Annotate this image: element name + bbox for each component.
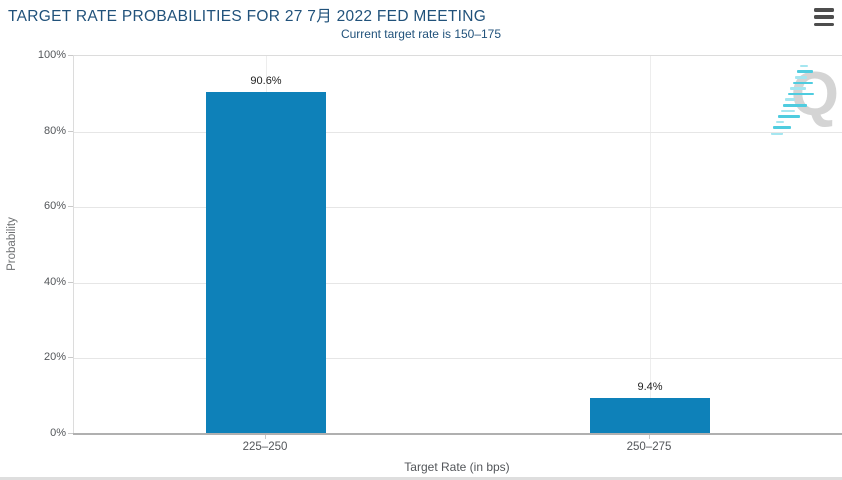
y-tick-mark	[68, 55, 73, 56]
x-axis-title: Target Rate (in bps)	[404, 460, 510, 474]
watermark-dash	[780, 109, 795, 113]
y-tick-label: 0%	[50, 427, 66, 439]
chart-subtitle: Current target rate is 150–175	[340, 27, 502, 41]
hamburger-menu-icon[interactable]	[814, 7, 836, 27]
watermark-dash	[792, 81, 813, 85]
y-gridline	[74, 207, 842, 209]
quandl-watermark: Q	[769, 58, 839, 138]
watermark-dash	[797, 70, 814, 73]
y-tick-mark	[68, 357, 73, 359]
y-tick-mark	[68, 206, 73, 208]
bar-value-label: 9.4%	[637, 381, 663, 394]
q-logo-letter: Q	[790, 60, 839, 129]
y-tick-mark	[68, 433, 73, 434]
y-gridline	[74, 358, 842, 360]
watermark-dash	[787, 92, 814, 96]
plot-area: Q 90.6% 9.4%	[73, 55, 842, 434]
watermark-dash	[790, 87, 807, 90]
watermark-dash	[783, 104, 807, 107]
watermark-dash	[775, 120, 784, 124]
watermark-dash	[785, 98, 796, 101]
watermark-dash	[778, 115, 801, 118]
chart-title: TARGET RATE PROBABILITIES FOR 27 7月 2022…	[8, 8, 487, 25]
y-gridline	[74, 131, 842, 133]
y-tick-label: 40%	[43, 275, 66, 288]
bottom-edge-divider	[0, 477, 842, 480]
probability-bar[interactable]	[206, 91, 326, 434]
watermark-dash	[795, 76, 807, 79]
y-tick-mark	[68, 130, 73, 132]
x-axis-line	[73, 433, 842, 435]
x-tick-mark	[649, 435, 650, 439]
y-gridline	[74, 282, 842, 284]
probability-bar[interactable]	[590, 398, 710, 434]
y-tick-label: 100%	[37, 49, 66, 61]
y-axis-title: Probability	[6, 217, 18, 271]
x-tick-label: 225–250	[242, 441, 288, 453]
y-tick-mark	[68, 281, 73, 283]
watermark-dash	[799, 64, 808, 68]
bar-value-label: 90.6%	[250, 74, 282, 87]
x-tick-mark	[265, 435, 266, 439]
y-tick-label: 60%	[43, 200, 66, 213]
watermark-dash	[773, 126, 792, 129]
category-gridline	[650, 56, 651, 434]
y-tick-label: 20%	[43, 351, 66, 364]
x-tick-label: 250–275	[626, 441, 672, 453]
y-tick-label: 80%	[43, 124, 66, 137]
